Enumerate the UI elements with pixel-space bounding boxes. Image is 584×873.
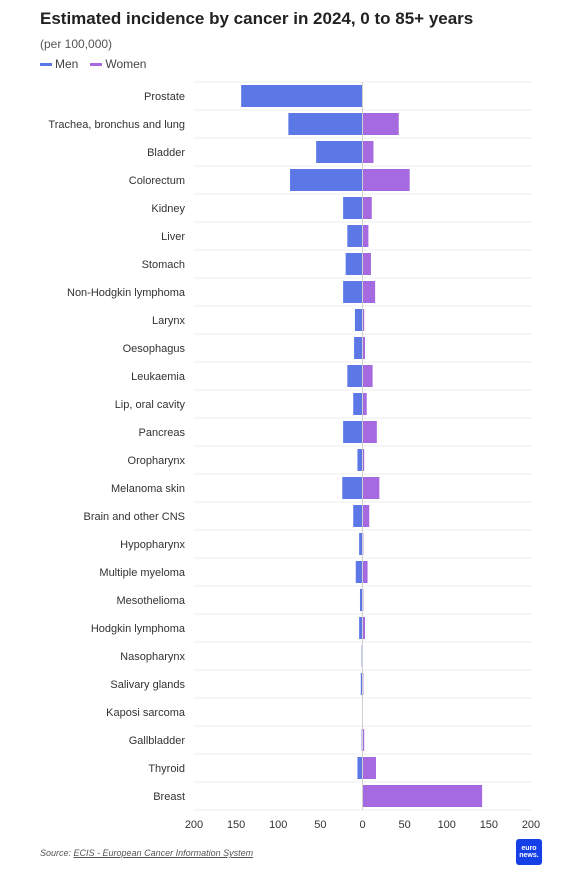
bar-women [362, 561, 368, 583]
category-label: Melanoma skin [111, 483, 185, 495]
bar-men [353, 505, 363, 527]
bar-men [343, 421, 363, 443]
category-label: Trachea, bronchus and lung [48, 119, 185, 131]
bar-women [362, 505, 370, 527]
category-label: Pancreas [139, 427, 186, 439]
bar-men [359, 533, 363, 555]
legend-label-men: Men [55, 57, 79, 71]
category-label: Gallbladder [129, 735, 186, 747]
category-label: Hodgkin lymphoma [91, 623, 186, 635]
bar-men [342, 477, 363, 499]
x-tick-label: 100 [269, 819, 287, 831]
bar-women [362, 393, 367, 415]
category-label: Larynx [152, 315, 186, 327]
category-label: Prostate [144, 91, 185, 103]
category-label: Lip, oral cavity [115, 399, 186, 411]
source-prefix: Source: [40, 848, 74, 858]
x-tick-label: 0 [359, 819, 365, 831]
x-tick-label: 150 [480, 819, 498, 831]
category-label: Breast [153, 791, 185, 803]
x-tick-label: 50 [314, 819, 326, 831]
bar-women [362, 449, 365, 471]
bar-women [362, 281, 376, 303]
legend-swatch-women [90, 62, 103, 66]
bar-men [353, 393, 363, 415]
legend-label-women: Women [105, 57, 147, 71]
bar-men [354, 309, 363, 331]
bar-women [362, 729, 365, 751]
bar-men [343, 281, 363, 303]
bar-women [362, 337, 366, 359]
bar-women [362, 757, 376, 779]
bar-women [362, 253, 371, 275]
euronews-logo[interactable]: euro news. [516, 839, 542, 865]
x-tick-label: 50 [399, 819, 411, 831]
bar-men [360, 673, 363, 695]
category-label: Stomach [142, 259, 185, 271]
category-label: Colorectum [129, 175, 185, 187]
bar-women [362, 365, 373, 387]
legend-item-women[interactable]: Women [90, 57, 146, 71]
bar-men [288, 113, 363, 135]
bar-women [362, 477, 380, 499]
legend: Men Women [40, 57, 146, 71]
bar-men [316, 141, 363, 163]
category-label: Hypopharynx [120, 539, 185, 551]
category-label: Nasopharynx [120, 651, 185, 663]
chart-subtitle: (per 100,000) [40, 37, 113, 51]
bar-women [362, 197, 372, 219]
logo-line2: news. [519, 852, 539, 859]
bar-women [362, 421, 377, 443]
category-label: Mesothelioma [117, 595, 186, 607]
bar-men [343, 197, 363, 219]
x-tick-label: 200 [522, 819, 540, 831]
bar-women [362, 141, 374, 163]
category-label: Kaposi sarcoma [106, 707, 186, 719]
legend-swatch-men [40, 62, 52, 66]
bar-men [359, 589, 363, 611]
category-label: Non-Hodgkin lymphoma [67, 287, 186, 299]
bar-men [345, 253, 363, 275]
bar-women [362, 785, 483, 807]
category-label: Oropharynx [128, 455, 186, 467]
bar-chart: Prostate Trachea, bronchus and lung Bladde… [48, 81, 540, 831]
category-label: Multiple myeloma [99, 567, 185, 579]
source-link[interactable]: ECIS - European Cancer Information Syste… [73, 848, 254, 858]
bar-women [362, 617, 366, 639]
bar-women [362, 169, 410, 191]
bar-men [347, 365, 363, 387]
bar-men [354, 337, 363, 359]
x-tick-label: 150 [227, 819, 245, 831]
bar-men [357, 449, 363, 471]
bar-men [290, 169, 363, 191]
chart-title: Estimated incidence by cancer in 2024, 0… [40, 9, 474, 28]
bar-men [347, 225, 363, 247]
category-label: Brain and other CNS [84, 511, 186, 523]
category-label: Liver [161, 231, 185, 243]
x-tick-label: 200 [185, 819, 203, 831]
bar-women [362, 113, 399, 135]
category-label: Thyroid [148, 763, 185, 775]
x-tick-label: 100 [438, 819, 456, 831]
category-label: Bladder [147, 147, 185, 159]
category-label: Oesophagus [123, 343, 186, 355]
bar-men [357, 757, 363, 779]
source-note: Source: ECIS - European Cancer Informati… [40, 848, 253, 858]
bar-men [241, 85, 363, 107]
bar-men [359, 617, 363, 639]
category-label: Kidney [151, 203, 185, 215]
bar-men [355, 561, 363, 583]
logo-line1: euro [521, 845, 537, 852]
bar-women [362, 309, 365, 331]
category-label: Leukaemia [131, 371, 186, 383]
legend-item-men[interactable]: Men [40, 57, 78, 71]
category-label: Salivary glands [110, 679, 185, 691]
bar-women [362, 225, 369, 247]
